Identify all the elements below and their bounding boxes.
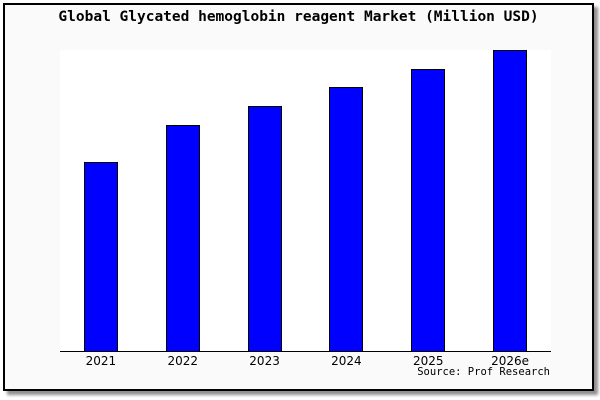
bar-2022 xyxy=(165,125,200,351)
bar-2021 xyxy=(83,162,118,351)
bar-2026e xyxy=(493,50,528,351)
x-axis-labels: 2021 2022 2023 2024 2025 2026e xyxy=(60,354,551,368)
x-tick-2023: 2023 xyxy=(249,354,280,368)
bar-2024 xyxy=(329,87,364,351)
source-credit: Source: Prof Research xyxy=(417,366,550,378)
bar-2023 xyxy=(247,106,282,351)
x-tick-2021: 2021 xyxy=(85,354,117,368)
bars xyxy=(60,50,551,351)
chart-title: Global Glycated hemoglobin reagent Marke… xyxy=(58,9,539,25)
x-tick-2022: 2022 xyxy=(167,354,199,368)
x-tick-2024: 2024 xyxy=(331,354,362,368)
bar-2025 xyxy=(411,69,446,351)
x-tick-2026e: 2026e xyxy=(491,354,530,368)
chart-frame: Global Glycated hemoglobin reagent Marke… xyxy=(3,3,594,391)
x-tick-2025: 2025 xyxy=(412,354,444,368)
plot-area xyxy=(60,50,551,352)
